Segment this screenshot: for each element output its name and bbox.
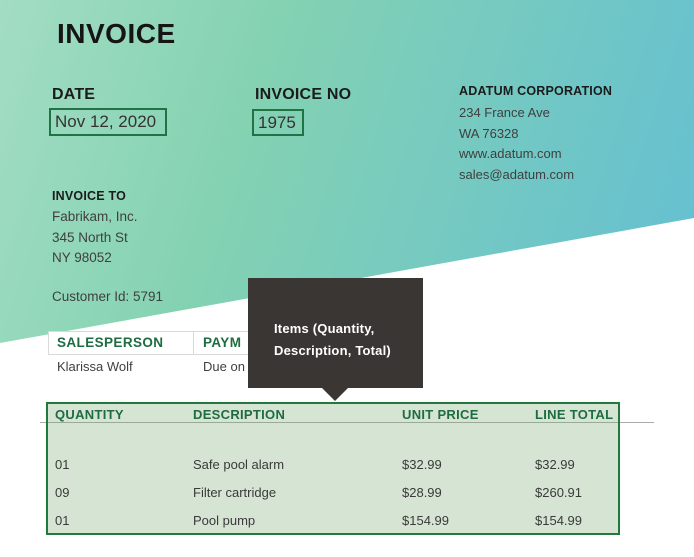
salesperson-value: Klarissa Wolf: [57, 359, 133, 374]
date-field[interactable]: Nov 12, 2020: [49, 108, 167, 136]
items-header-underline: [40, 422, 654, 423]
item-unit-price: $32.99: [402, 457, 442, 472]
bill-to-name: Fabrikam, Inc.: [52, 209, 138, 224]
company-address-line: 234 France Ave: [459, 105, 550, 120]
invoice-no-value: 1975: [258, 112, 296, 132]
invoice-no-field[interactable]: 1975: [252, 109, 304, 136]
item-line-total: $260.91: [535, 485, 582, 500]
item-description: Safe pool alarm: [193, 457, 285, 472]
col-header-quantity: QUANTITY: [55, 407, 124, 422]
date-label: DATE: [52, 86, 96, 103]
item-unit-price: $154.99: [402, 513, 449, 528]
company-website: www.adatum.com: [459, 146, 562, 161]
company-name: ADATUM CORPORATION: [459, 84, 613, 98]
salesperson-column-divider: [193, 332, 194, 354]
invoice-to-label: INVOICE TO: [52, 189, 127, 203]
item-unit-price: $28.99: [402, 485, 442, 500]
item-quantity: 01: [55, 513, 70, 528]
company-email: sales@adatum.com: [459, 167, 575, 182]
salesperson-header: SALESPERSON: [57, 335, 164, 350]
item-line-total: $154.99: [535, 513, 582, 528]
tooltip-text-line1: Items (Quantity,: [274, 321, 375, 336]
company-address-line: WA 76328: [459, 126, 519, 141]
tooltip-arrow-icon: [322, 388, 348, 401]
customer-id: Customer Id: 5791: [52, 289, 164, 304]
tooltip-text-line2: Description, Total): [274, 343, 391, 358]
bill-to-city: NY 98052: [52, 250, 112, 265]
item-description: Pool pump: [193, 513, 256, 528]
payment-terms-value: Due on: [203, 359, 245, 374]
col-header-line-total: LINE TOTAL: [535, 407, 614, 422]
items-table-highlight[interactable]: QUANTITY DESCRIPTION UNIT PRICE LINE TOT…: [46, 402, 620, 535]
payment-terms-header: PAYM: [203, 335, 242, 350]
item-quantity: 01: [55, 457, 70, 472]
page-title: INVOICE: [57, 18, 176, 49]
date-value: Nov 12, 2020: [55, 112, 157, 131]
items-tooltip: Items (Quantity, Description, Total): [248, 278, 423, 388]
item-line-total: $32.99: [535, 457, 575, 472]
item-quantity: 09: [55, 485, 70, 500]
col-header-unit-price: UNIT PRICE: [402, 407, 479, 422]
invoice-no-label: INVOICE NO: [255, 86, 352, 103]
bill-to-street: 345 North St: [52, 230, 128, 245]
item-description: Filter cartridge: [193, 485, 277, 500]
col-header-description: DESCRIPTION: [193, 407, 286, 422]
